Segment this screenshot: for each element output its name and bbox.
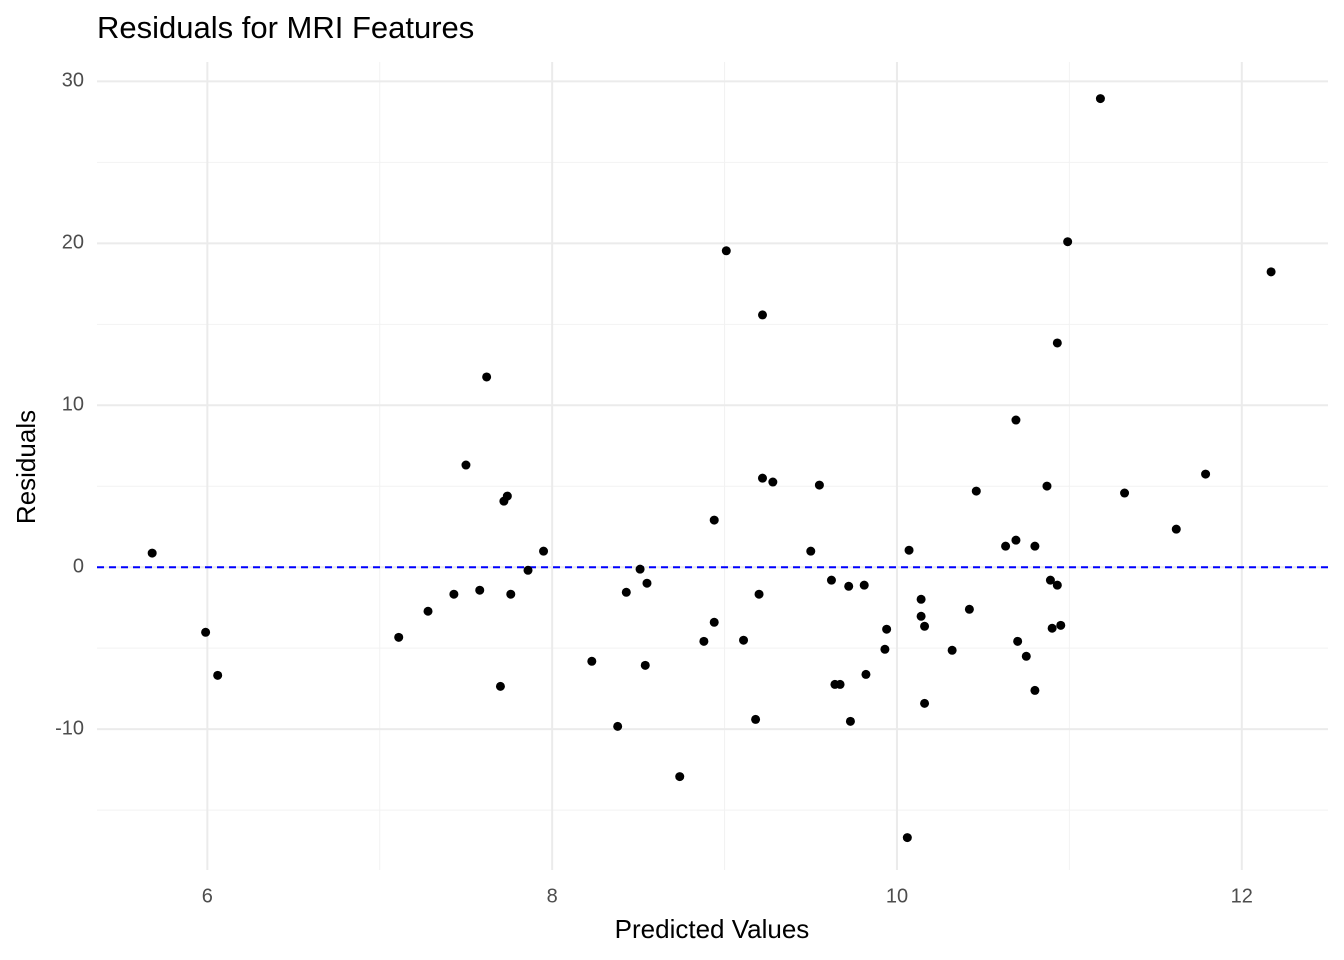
point — [709, 617, 719, 627]
x-tick-label: 10 — [886, 885, 908, 907]
point — [1056, 620, 1066, 630]
point — [502, 491, 512, 501]
point — [587, 656, 597, 666]
point — [757, 310, 767, 320]
point — [835, 679, 845, 689]
point — [1030, 685, 1040, 695]
point — [859, 580, 869, 590]
point — [613, 721, 623, 731]
point — [621, 587, 631, 597]
point — [721, 246, 731, 256]
point — [845, 716, 855, 726]
chart-title: Residuals for MRI Features — [97, 10, 474, 45]
point — [539, 546, 549, 556]
point — [882, 624, 892, 634]
point — [920, 698, 930, 708]
point — [751, 714, 761, 724]
point — [523, 565, 533, 575]
point — [675, 772, 685, 782]
point — [482, 372, 492, 382]
x-tick-label: 8 — [547, 885, 558, 907]
x-tick-label: 6 — [202, 885, 213, 907]
point — [814, 480, 824, 490]
point — [880, 644, 890, 654]
y-axis-title: Residuals — [11, 410, 41, 524]
point — [1030, 541, 1040, 551]
point — [826, 575, 836, 585]
point — [1266, 267, 1276, 277]
point — [506, 589, 516, 599]
point — [709, 515, 719, 525]
point — [920, 621, 930, 631]
point — [699, 636, 709, 646]
y-tick-label: 10 — [62, 394, 84, 416]
point — [423, 606, 433, 616]
point — [1052, 580, 1062, 590]
point — [754, 589, 764, 599]
point — [1001, 541, 1011, 551]
x-axis-title: Predicted Values — [615, 914, 810, 944]
point — [635, 564, 645, 574]
point — [1052, 338, 1062, 348]
point — [768, 477, 778, 487]
point — [1095, 94, 1105, 104]
y-tick-label: -10 — [55, 717, 84, 739]
point — [902, 833, 912, 843]
point — [1042, 481, 1052, 491]
point — [964, 604, 974, 614]
point — [213, 670, 223, 680]
y-tick-label: 30 — [62, 70, 84, 92]
x-tick-label: 12 — [1231, 885, 1253, 907]
point — [904, 545, 914, 555]
point — [1045, 575, 1055, 585]
point — [201, 627, 211, 637]
point — [1063, 237, 1073, 247]
point — [806, 546, 816, 556]
point — [739, 635, 749, 645]
point — [449, 589, 459, 599]
point — [916, 594, 926, 604]
point — [642, 578, 652, 588]
point — [1047, 623, 1057, 633]
point — [1120, 488, 1130, 498]
point — [947, 645, 957, 655]
point — [844, 581, 854, 591]
point — [1171, 524, 1181, 534]
y-tick-label: 20 — [62, 232, 84, 254]
point — [916, 611, 926, 621]
point — [1201, 469, 1211, 479]
point — [495, 681, 505, 691]
y-tick-label: 0 — [73, 555, 84, 577]
point — [1021, 651, 1031, 661]
point — [475, 585, 485, 595]
point — [971, 486, 981, 496]
point — [861, 669, 871, 679]
point — [757, 473, 767, 483]
point — [640, 660, 650, 670]
point — [461, 460, 471, 470]
point — [1013, 636, 1023, 646]
point — [1011, 415, 1021, 425]
point — [394, 632, 404, 642]
point — [147, 548, 157, 558]
point — [1011, 535, 1021, 545]
